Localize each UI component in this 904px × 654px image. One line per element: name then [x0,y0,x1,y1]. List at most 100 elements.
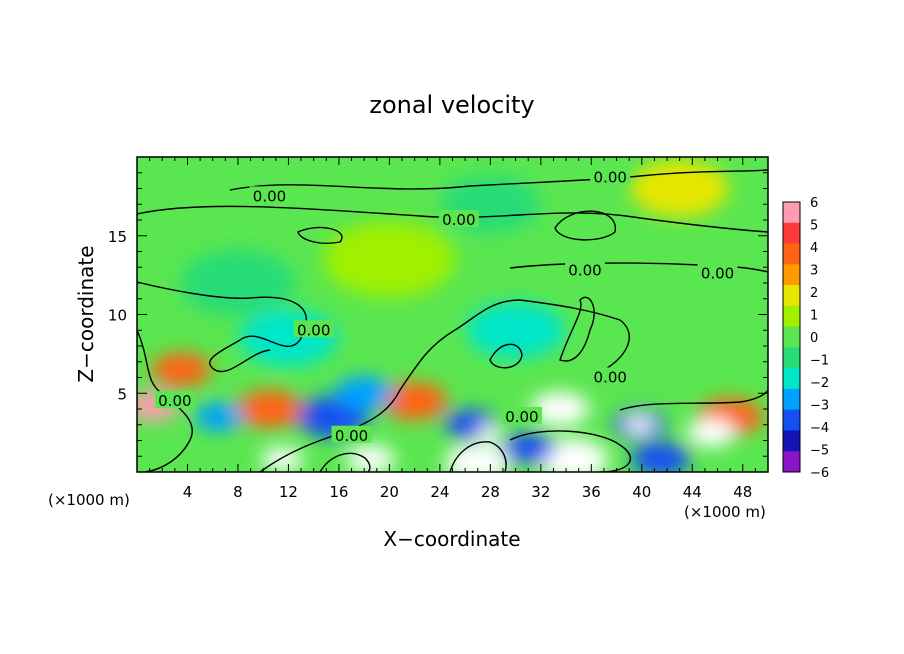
plot-area: 0.00 0.00 0.00 0.00 0.00 0.00 0.00 0.00 0.00 0.00 [137,157,768,472]
contour-label: 0.00 [568,261,601,279]
zero-contour [137,205,768,233]
colorbar-swatch [783,451,800,473]
zero-contour [619,389,768,411]
zero-contour [229,169,768,191]
heatmap-cell [236,390,303,428]
y-tick-label: 15 [108,228,127,246]
y-tick-label: 5 [117,385,127,403]
contour-label-bg [565,260,606,278]
colorbar-tick-label: 6 [810,196,818,211]
colorbar-swatch [783,347,800,369]
x-tick-label: 40 [632,483,651,501]
contour-label: 0.00 [701,265,734,283]
colorbar-swatch [783,305,800,328]
zero-contour [554,210,616,241]
contour-label-bg [438,210,479,227]
contour-label: 0.00 [594,168,627,186]
contour-label-bg [154,391,195,409]
chart-title: zonal velocity [369,91,534,119]
colorbar-swatch [783,430,800,452]
colorbar-tick-label: −5 [810,444,829,459]
colorbar-swatch [783,285,800,307]
contour-label-bg [249,186,290,204]
colorbar-swatch [783,388,800,411]
colorbar-swatch [783,409,800,431]
x-tick-label: 8 [233,483,243,501]
zero-contour [449,441,507,472]
y-axis-label: Z−coordinate [74,245,98,382]
contour-label: 0.00 [442,211,475,229]
contour-label: 0.00 [594,369,627,387]
colorbar-swatch [783,243,800,265]
x-tick-label: 24 [430,483,449,501]
contour-label: 0.00 [158,392,191,410]
heatmap-cell [381,382,448,421]
heatmap-cell [630,160,729,217]
x-tick-label: 32 [531,483,550,501]
x-tick-label: 36 [582,483,601,501]
contour-labels: 0.00 0.00 0.00 0.00 0.00 0.00 0.00 0.00 0.00 0.00 [154,167,738,445]
contour-label-bg [331,425,372,443]
x-tick-label: 28 [481,483,500,501]
heatmap-cell [631,442,691,472]
zero-contour [137,281,307,373]
colorbar-tick-label: −4 [810,421,829,436]
contour-label-bg [590,167,631,185]
colorbar-swatch [783,222,800,245]
heatmap-cell [180,249,296,317]
colorbar-tick-label: 3 [810,264,818,279]
colorbar-swatch [783,202,800,224]
colorbar-tick-label: 1 [810,309,818,324]
heatmap-cell [345,445,396,472]
zero-contour [297,226,343,244]
contour-label: 0.00 [297,321,330,339]
x-tick-label: 16 [329,483,348,501]
heatmap-cell [530,391,590,427]
contour-label: 0.00 [335,427,368,445]
colorbar-tick-label: 5 [810,219,818,234]
colorbar: 6 5 4 3 2 1 0 −1 −2 −3 −4 −5 −6 [782,196,829,481]
colorbar-frame [782,201,801,473]
y-tick-label: 10 [108,307,127,325]
contour-label-bg [293,320,334,338]
heatmap-cell [151,352,211,387]
heatmap-cell [501,433,555,464]
x-tick-label: 44 [683,483,702,501]
heatmap-cell [260,447,304,472]
x-tick-label: 48 [733,483,752,501]
colorbar-tick-label: 0 [810,331,818,346]
x-axis-label: X−coordinate [383,527,520,551]
heatmap-cell [477,425,504,441]
colorbar-swatch [783,326,800,348]
heatmap-cell [444,443,511,472]
heatmap-cell [466,301,565,359]
zero-contour [319,452,371,472]
colorbar-tick-label: 2 [810,286,818,301]
contour-label-bg [697,263,738,281]
zero-contour [137,329,193,472]
heatmap-cell [334,376,394,411]
heatmap-cell [686,418,736,447]
zero-contour [559,296,595,362]
contour-label: 0.00 [505,408,538,426]
x-tick-label: 12 [279,483,298,501]
x-unit-label-right: (×1000 m) [684,503,766,521]
heatmap-cell [624,416,655,434]
heatmap-cell [323,221,456,298]
contour-label-bg [501,406,542,424]
heatmap-cell [194,402,244,432]
colorbar-tick-label: −2 [810,376,829,391]
colorbar-tick-label: −6 [810,466,829,481]
colorbar-tick-label: −3 [810,399,829,414]
colorbar-tick-label: −1 [810,354,829,369]
x-unit-label-left: (×1000 m) [48,491,130,509]
x-tick-label: 20 [380,483,399,501]
contour-label-bg [590,367,631,385]
contour-label: 0.00 [253,187,286,205]
colorbar-swatch [783,264,800,286]
colorbar-swatch [783,368,800,390]
zero-contour [509,430,632,472]
zero-contour [509,262,768,273]
